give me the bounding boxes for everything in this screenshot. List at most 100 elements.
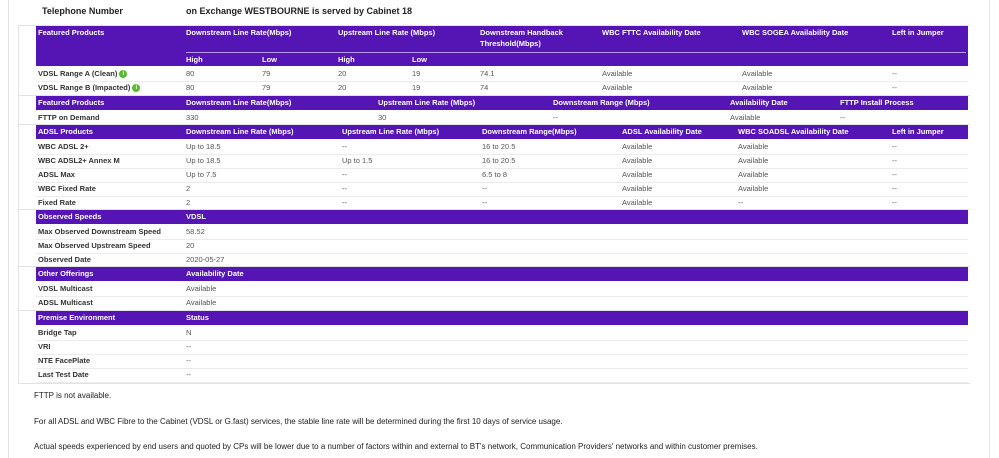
adsl-row: WBC ADSL 2+ Up to 18.5 -- 16 to 20.5 Availab… xyxy=(36,140,968,155)
column-header: Left in Jumper xyxy=(892,28,944,37)
table-cell: 2 xyxy=(186,198,191,207)
table-cell: -- xyxy=(342,170,347,179)
table-cell: Available xyxy=(622,184,653,193)
table-cell: 6.5 to 8 xyxy=(482,170,508,179)
row-label: ADSL Multicast xyxy=(38,298,93,307)
table-cell: 20 xyxy=(338,69,347,78)
table-cell: -- xyxy=(482,184,487,193)
table-cell: Available xyxy=(602,69,633,78)
table-cell: 20 xyxy=(186,241,195,250)
row-label: VRI xyxy=(38,342,51,351)
table-cell: Up to 18.5 xyxy=(186,142,221,151)
column-header: Left in Jumper xyxy=(892,127,944,136)
observed-row: Max Observed Upstream Speed 20 xyxy=(36,239,968,254)
column-header: Upstream Line Rate (Mbps) xyxy=(342,127,440,136)
table-cell: 74 xyxy=(480,83,489,92)
table-cell: 19 xyxy=(412,83,421,92)
table-cell: -- xyxy=(186,342,191,351)
column-header: Downstream Line Rate(Mbps) xyxy=(186,28,292,37)
table-cell: 80 xyxy=(186,69,195,78)
subcolumn-header: Low xyxy=(412,55,427,64)
column-header: Other Offerings xyxy=(38,269,94,278)
column-header: ADSL Products xyxy=(38,127,93,136)
column-header: ADSL Availability Date xyxy=(622,127,702,136)
table-cell: Available xyxy=(602,83,633,92)
observed-row: Max Observed Downstream Speed 58.52 xyxy=(36,225,968,240)
table-cell: Available xyxy=(622,156,653,165)
divider xyxy=(186,52,966,53)
subcolumn-header: High xyxy=(338,55,355,64)
content-frame xyxy=(8,0,990,458)
row-label: VDSL Range A (Clean) i xyxy=(38,69,128,79)
fttp-header-row: Featured Products Downstream Line Rate(Mb… xyxy=(36,96,968,110)
premise-row: Bridge Tap N xyxy=(36,326,968,341)
row-label: Max Observed Upstream Speed xyxy=(38,241,151,250)
column-header: Featured Products xyxy=(38,98,105,107)
table-cell: Available xyxy=(186,298,217,307)
table-cell: -- xyxy=(482,198,487,207)
column-header: Premise Environment xyxy=(38,313,116,322)
column-header: WBC SOADSL Availability Date xyxy=(738,127,849,136)
row-label: WBC ADSL 2+ xyxy=(38,142,89,151)
premise-header-row: Premise Environment Status xyxy=(36,311,968,325)
table-cell: 20 xyxy=(338,83,347,92)
table-cell: -- xyxy=(892,184,897,193)
row-label: WBC Fixed Rate xyxy=(38,184,96,193)
premise-row: VRI -- xyxy=(36,340,968,355)
note-stable-rate: For all ADSL and WBC Fibre to the Cabine… xyxy=(34,417,563,426)
table-cell: 19 xyxy=(412,69,421,78)
adsl-row: WBC Fixed Rate 2 -- -- Available Available -- xyxy=(36,182,968,197)
table-cell: Available xyxy=(622,170,653,179)
adsl-row: ADSL Max Up to 7.5 -- 6.5 to 8 Available Avai… xyxy=(36,168,968,183)
column-header: WBC FTTC Availability Date xyxy=(602,28,701,37)
column-header: Upstream Line Rate (Mbps) xyxy=(338,28,436,37)
row-label: Fixed Rate xyxy=(38,198,76,207)
table-cell: Available xyxy=(738,156,769,165)
column-header: Availability Date xyxy=(186,269,244,278)
note-actual-speeds: Actual speeds experienced by end users a… xyxy=(34,442,758,451)
table-cell: N xyxy=(186,328,192,337)
table-cell: Available xyxy=(186,284,217,293)
info-icon[interactable]: i xyxy=(132,84,141,93)
table-cell: -- xyxy=(892,156,897,165)
table-cell: 58.52 xyxy=(186,227,205,236)
table-cell: Available xyxy=(738,142,769,151)
other-row: VDSL Multicast Available xyxy=(36,282,968,297)
table-cell: Up to 1.5 xyxy=(342,156,373,165)
table-cell: Available xyxy=(742,83,773,92)
column-header: Threshold(Mbps) xyxy=(480,39,541,48)
column-header: Featured Products xyxy=(38,28,105,37)
table-cell: 79 xyxy=(262,83,271,92)
subcolumn-header: Low xyxy=(262,55,277,64)
table-cell: Available xyxy=(622,142,653,151)
table-cell: 30 xyxy=(378,113,387,122)
table-cell: -- xyxy=(892,170,897,179)
table-cell: -- xyxy=(342,142,347,151)
table-cell: -- xyxy=(342,184,347,193)
row-label: WBC ADSL2+ Annex M xyxy=(38,156,120,165)
row-label: Observed Date xyxy=(38,255,91,264)
column-header: Availability Date xyxy=(730,98,788,107)
table-cell: -- xyxy=(892,69,897,78)
row-label: ADSL Max xyxy=(38,170,75,179)
column-header: VDSL xyxy=(186,212,207,221)
table-cell: 16 to 20.5 xyxy=(482,156,516,165)
premise-row: Last Test Date -- xyxy=(36,368,968,383)
adsl-row: WBC ADSL2+ Annex M Up to 18.5 Up to 1.5 16 … xyxy=(36,154,968,169)
column-header: Downstream Range (Mbps) xyxy=(553,98,650,107)
premise-row: NTE FacePlate -- xyxy=(36,354,968,369)
table-cell: Available xyxy=(742,69,773,78)
table-cell: -- xyxy=(892,142,897,151)
info-icon[interactable]: i xyxy=(119,70,128,79)
row-label: FTTP on Demand xyxy=(38,113,100,122)
table-cell: -- xyxy=(342,198,347,207)
subcolumn-header: High xyxy=(186,55,203,64)
column-header: WBC SOGEA Availability Date xyxy=(742,28,849,37)
other-header-row: Other Offerings Availability Date xyxy=(36,267,968,281)
featured-row: VDSL Range A (Clean) i 80 79 20 19 74.1 Availab… xyxy=(36,67,968,82)
row-label: NTE FacePlate xyxy=(38,356,91,365)
exchange-info: on Exchange WESTBOURNE is served by Cabi… xyxy=(186,6,413,16)
table-cell: Up to 7.5 xyxy=(186,170,217,179)
observed-header-row: Observed Speeds VDSL xyxy=(36,210,968,224)
table-cell: 330 xyxy=(186,113,199,122)
